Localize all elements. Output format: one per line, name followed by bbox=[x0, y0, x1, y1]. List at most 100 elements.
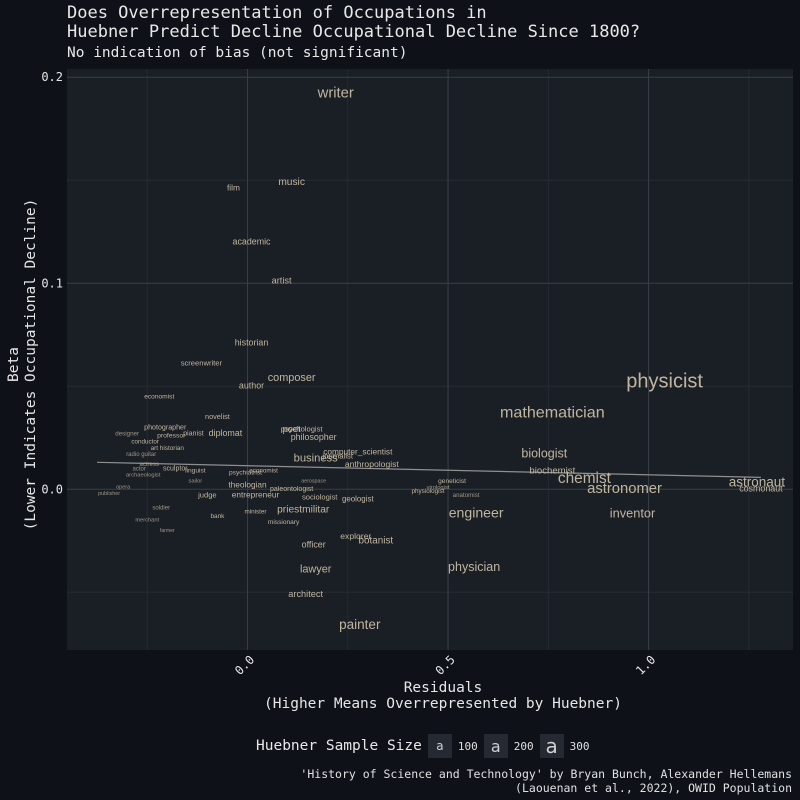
data-point-label: inventor bbox=[610, 505, 656, 520]
data-point-label: biologist bbox=[521, 447, 567, 461]
data-point-label: historian bbox=[235, 337, 269, 347]
x-tick-label: 0.0 bbox=[232, 653, 257, 678]
data-point-label: explorer bbox=[340, 531, 371, 541]
data-point-label: music bbox=[278, 177, 305, 188]
data-point-label: aerospace bbox=[301, 478, 326, 484]
data-point-label: geologist bbox=[342, 495, 374, 504]
x-tick-label: 0.5 bbox=[433, 653, 458, 678]
legend-label-200: 200 bbox=[513, 739, 534, 753]
data-point-label: physicist bbox=[626, 370, 703, 392]
data-point-label: astronomer bbox=[587, 481, 662, 497]
chart-title-line-2: Huebner Predict Decline Occupational Dec… bbox=[67, 22, 641, 42]
y-axis-sublabel: (Lower Indicates Occupational Decline) bbox=[23, 199, 39, 531]
data-point-label: lawyer bbox=[300, 564, 332, 576]
data-point-label: opera bbox=[116, 485, 131, 491]
data-point-label: cosmonaut bbox=[739, 484, 783, 494]
data-point-label: sociologist bbox=[302, 493, 338, 502]
data-point-label: archaeologist bbox=[126, 472, 161, 478]
data-point-label: anatomist bbox=[453, 492, 480, 499]
y-tick-label: 0.0 bbox=[41, 482, 63, 496]
data-point-label: journalist bbox=[322, 451, 354, 460]
data-point-label: radio guitar bbox=[126, 452, 156, 458]
data-point-label: screenwriter bbox=[181, 359, 223, 368]
legend-key-100: a bbox=[427, 734, 452, 758]
data-point-label: pianist bbox=[183, 430, 204, 438]
data-point-label: writer bbox=[317, 86, 354, 102]
data-point-label: actor bbox=[133, 466, 146, 472]
data-point-label: paleontologist bbox=[270, 486, 313, 493]
data-point-label: painter bbox=[339, 617, 381, 632]
data-point-label: chemist bbox=[558, 470, 612, 487]
data-point-label: publisher bbox=[98, 491, 120, 497]
data-point-label: architect bbox=[288, 589, 323, 599]
data-point-label: missionary bbox=[268, 519, 300, 526]
data-point-label: theologian bbox=[228, 479, 267, 489]
data-point-label: author bbox=[239, 381, 264, 391]
data-point-label: art historian bbox=[151, 445, 185, 452]
data-point-label: biochemist bbox=[529, 465, 575, 476]
data-point-label: poet bbox=[283, 424, 301, 434]
legend-key-300: a bbox=[539, 734, 564, 758]
caption-line-1: 'History of Science and Technology' by B… bbox=[300, 767, 792, 781]
data-point-label: sailor bbox=[189, 479, 203, 485]
data-point-label: anthropologist bbox=[345, 459, 400, 469]
y-axis-ticks: 0.0 0.1 0.2 bbox=[41, 70, 63, 496]
data-point-label: physiologist bbox=[412, 488, 445, 495]
data-point-label: soldier bbox=[152, 505, 170, 511]
data-point-label: physician bbox=[448, 560, 500, 574]
data-point-label: engineer bbox=[449, 505, 504, 521]
data-point-label: militar bbox=[302, 505, 330, 516]
data-point-label: sculptor bbox=[163, 466, 188, 473]
data-points: writer film music academic artist historian sc… bbox=[98, 86, 785, 632]
data-point-label: merchant bbox=[135, 518, 159, 524]
data-point-label: geneticist bbox=[438, 478, 466, 485]
grid-lines bbox=[67, 69, 793, 650]
trend-line bbox=[97, 461, 761, 478]
data-point-label: film bbox=[227, 183, 240, 193]
data-point-label: computer_scientist bbox=[323, 446, 393, 456]
caption-line-2: (Laouenan et al., 2022), OWID Population bbox=[515, 781, 792, 795]
y-tick-label: 0.1 bbox=[41, 276, 63, 290]
source-caption: 'History of Science and Technology' by B… bbox=[300, 767, 792, 795]
data-point-label: farmer bbox=[160, 528, 175, 534]
legend-label-300: 300 bbox=[569, 739, 590, 753]
data-point-label: officer bbox=[302, 539, 326, 549]
data-point-label: psychiatrist bbox=[229, 470, 262, 477]
data-point-label: virologist bbox=[427, 485, 450, 491]
data-point-label: economist bbox=[249, 467, 278, 474]
data-point-label: professor bbox=[157, 433, 186, 440]
data-point-label: botanist bbox=[359, 535, 394, 546]
x-axis-ticks: 0.0 0.5 1.0 bbox=[232, 653, 658, 678]
data-point-label: photographer bbox=[144, 423, 187, 431]
data-point-label: bank bbox=[210, 513, 225, 520]
x-tick-label: 1.0 bbox=[633, 653, 658, 678]
x-axis-sublabel: (Higher Means Overrepresented by Huebner… bbox=[264, 696, 622, 712]
data-point-label: philosopher bbox=[291, 432, 337, 442]
plot-panel bbox=[67, 69, 793, 650]
x-axis-label: Residuals bbox=[404, 680, 483, 696]
data-point-label: business bbox=[294, 452, 339, 464]
size-legend: Huebner Sample Size a 100 a 200 a 300 bbox=[256, 734, 590, 758]
data-point-label: novelist bbox=[205, 412, 230, 421]
data-point-label: psychologist bbox=[281, 425, 324, 434]
data-point-label: actress bbox=[140, 462, 159, 468]
data-point-label: economist bbox=[144, 393, 174, 400]
data-point-label: judge bbox=[197, 490, 217, 499]
data-point-label: designer bbox=[115, 430, 139, 437]
chart-title: Does Overrepresentation of Occupations i… bbox=[67, 4, 640, 42]
data-point-label: mathematician bbox=[500, 403, 605, 421]
data-point-label: artist bbox=[272, 276, 292, 286]
data-point-label: academic bbox=[233, 236, 272, 246]
data-point-label: composer bbox=[268, 372, 316, 384]
data-point-label: entrepreneur bbox=[232, 490, 280, 500]
data-point-label: minister bbox=[244, 509, 266, 516]
legend-key-200: a bbox=[483, 734, 508, 758]
data-point-label: linguist bbox=[185, 468, 206, 475]
data-point-label: astronaut bbox=[729, 475, 786, 490]
data-point-label: diplomat bbox=[209, 428, 243, 438]
legend-label-100: 100 bbox=[457, 739, 478, 753]
data-point-label: priest bbox=[277, 505, 302, 516]
data-point-label: conductor bbox=[131, 439, 159, 446]
legend-title: Huebner Sample Size bbox=[256, 738, 422, 754]
